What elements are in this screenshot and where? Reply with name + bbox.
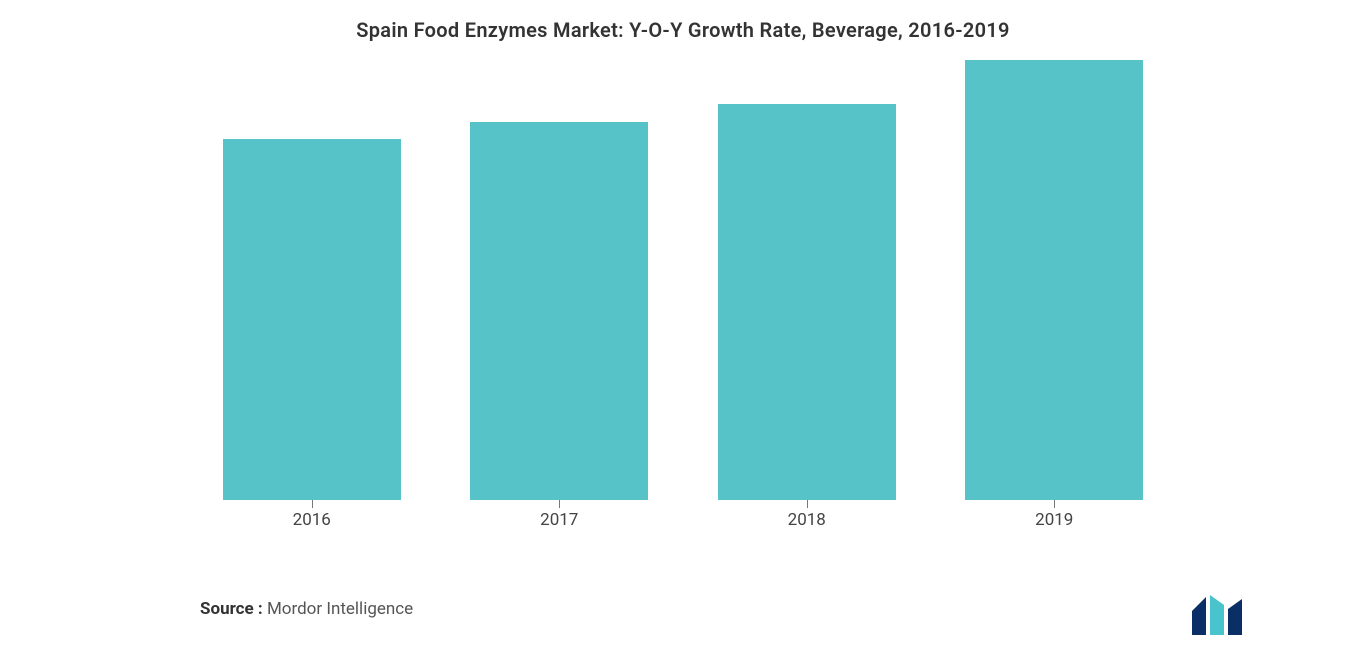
chart-container: Spain Food Enzymes Market: Y-O-Y Growth … [0, 0, 1366, 655]
xlabel-2018: 2018 [683, 510, 931, 530]
mordor-logo-icon [1192, 595, 1256, 635]
xlabel-2016: 2016 [188, 510, 436, 530]
bar-2016 [223, 139, 401, 500]
xlabel-2019: 2019 [931, 510, 1179, 530]
logo-shape-2 [1210, 595, 1224, 635]
bar-2018 [718, 104, 896, 500]
bar-2017 [470, 122, 648, 500]
xlabel-2017: 2017 [436, 510, 684, 530]
tick-2019 [1054, 500, 1055, 508]
bar-slot-2019 [931, 60, 1179, 500]
plot-area [188, 60, 1178, 500]
source-name: Mordor Intelligence [267, 599, 413, 619]
tick-2016 [312, 500, 313, 508]
logo-shape-1 [1192, 597, 1206, 635]
bars-group [188, 60, 1178, 500]
source-footer: Source : Mordor Intelligence [200, 599, 413, 619]
tick-2018 [807, 500, 808, 508]
chart-title: Spain Food Enzymes Market: Y-O-Y Growth … [50, 18, 1316, 42]
bar-slot-2018 [683, 60, 931, 500]
bar-slot-2016 [188, 60, 436, 500]
bar-slot-2017 [436, 60, 684, 500]
source-label: Source : [200, 599, 263, 619]
x-axis: 2016 2017 2018 2019 [188, 510, 1178, 530]
tick-2017 [559, 500, 560, 508]
bar-2019 [965, 60, 1143, 500]
logo-shape-3 [1228, 599, 1242, 635]
